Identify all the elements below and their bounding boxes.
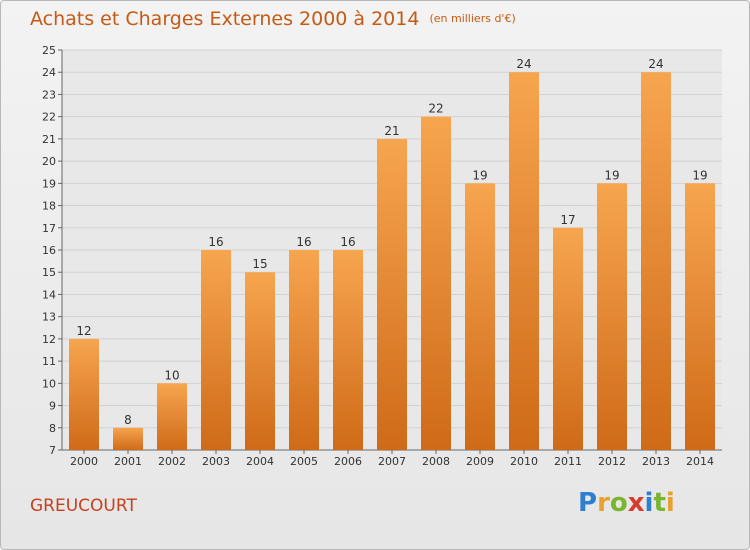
- bar-2006: [333, 250, 363, 450]
- y-tick-label: 14: [42, 288, 56, 301]
- x-tick-label-2005: 2005: [290, 455, 318, 468]
- labels: 12 2000 8 2001 10 2002 16 2003 15 2004 16 2005 16 200…: [70, 57, 714, 468]
- y-tick-label: 17: [42, 222, 56, 235]
- data-label-2011: 17: [560, 213, 575, 227]
- data-label-2006: 16: [340, 235, 355, 249]
- x-tick-label-2002: 2002: [158, 455, 186, 468]
- town-name: GREUCOURT: [30, 496, 137, 516]
- data-label-2001: 8: [124, 413, 132, 427]
- data-label-2005: 16: [296, 235, 311, 249]
- x-tick-label-2008: 2008: [422, 455, 450, 468]
- bar-2013: [641, 72, 671, 450]
- bar-2004: [245, 272, 275, 450]
- chart-title-text: Achats et Charges Externes 2000 à 2014: [30, 8, 420, 30]
- y-tick-label: 15: [42, 266, 56, 279]
- x-tick-label-2012: 2012: [598, 455, 626, 468]
- x-tick-label-2003: 2003: [202, 455, 230, 468]
- data-label-2000: 12: [76, 324, 91, 338]
- chart-unit: (en milliers d'€): [429, 12, 516, 25]
- logo-letter: r: [597, 488, 610, 518]
- y-tick-label: 25: [42, 44, 56, 57]
- x-tick-label-2004: 2004: [246, 455, 274, 468]
- bar-2001: [113, 427, 143, 450]
- y-tick-label: 9: [49, 400, 56, 413]
- bar-2014: [685, 183, 715, 451]
- y-tick-label: 10: [42, 377, 56, 390]
- bar-2003: [201, 250, 231, 450]
- data-label-2004: 15: [252, 257, 267, 271]
- x-tick-label-2000: 2000: [70, 455, 98, 468]
- bar-2011: [553, 227, 583, 450]
- x-tick-label-2010: 2010: [510, 455, 538, 468]
- x-tick-label-2001: 2001: [114, 455, 142, 468]
- bar-2010: [509, 72, 539, 450]
- y-tick-label: 23: [42, 88, 56, 101]
- y-tick-label: 16: [42, 244, 56, 257]
- data-label-2003: 16: [208, 235, 223, 249]
- data-label-2014: 19: [692, 168, 707, 182]
- logo-letter: o: [609, 488, 628, 518]
- x-tick-label-2014: 2014: [686, 455, 714, 468]
- y-tick-label: 12: [42, 333, 56, 346]
- y-tick-label: 24: [42, 66, 56, 79]
- data-label-2010: 24: [516, 57, 531, 71]
- x-tick-label-2013: 2013: [642, 455, 670, 468]
- y-tick-label: 20: [42, 155, 56, 168]
- logo-letter: x: [627, 488, 645, 518]
- data-label-2013: 24: [648, 57, 663, 71]
- y-tick-label: 19: [42, 177, 56, 190]
- bar-2012: [597, 183, 627, 451]
- proxiti-logo[interactable]: Proxiti: [578, 488, 675, 518]
- data-label-2002: 10: [164, 368, 179, 382]
- logo-letter: t: [653, 488, 666, 518]
- bar-2007: [377, 138, 407, 450]
- y-tick-label: 18: [42, 200, 56, 213]
- data-label-2007: 21: [384, 124, 399, 138]
- x-tick-label-2009: 2009: [466, 455, 494, 468]
- data-label-2008: 22: [428, 102, 443, 116]
- y-tick-label: 7: [49, 444, 56, 457]
- data-label-2012: 19: [604, 168, 619, 182]
- bars: [69, 72, 715, 451]
- y-tick-label: 8: [49, 422, 56, 435]
- y-tick-label: 11: [42, 355, 56, 368]
- chart-title: Achats et Charges Externes 2000 à 2014 (e…: [30, 8, 516, 30]
- bar-2000: [69, 338, 99, 450]
- data-label-2009: 19: [472, 168, 487, 182]
- logo-letter: i: [665, 488, 675, 518]
- y-tick-label: 22: [42, 111, 56, 124]
- logo-letter: P: [578, 488, 598, 518]
- bar-2005: [289, 250, 319, 450]
- y-tick-label: 13: [42, 311, 56, 324]
- bar-2009: [465, 183, 495, 451]
- bar-2002: [157, 383, 187, 450]
- bar-2008: [421, 116, 451, 451]
- logo-letter: i: [644, 488, 654, 518]
- x-tick-label-2011: 2011: [554, 455, 582, 468]
- y-tick-label: 21: [42, 133, 56, 146]
- x-tick-label-2006: 2006: [334, 455, 362, 468]
- x-tick-label-2007: 2007: [378, 455, 406, 468]
